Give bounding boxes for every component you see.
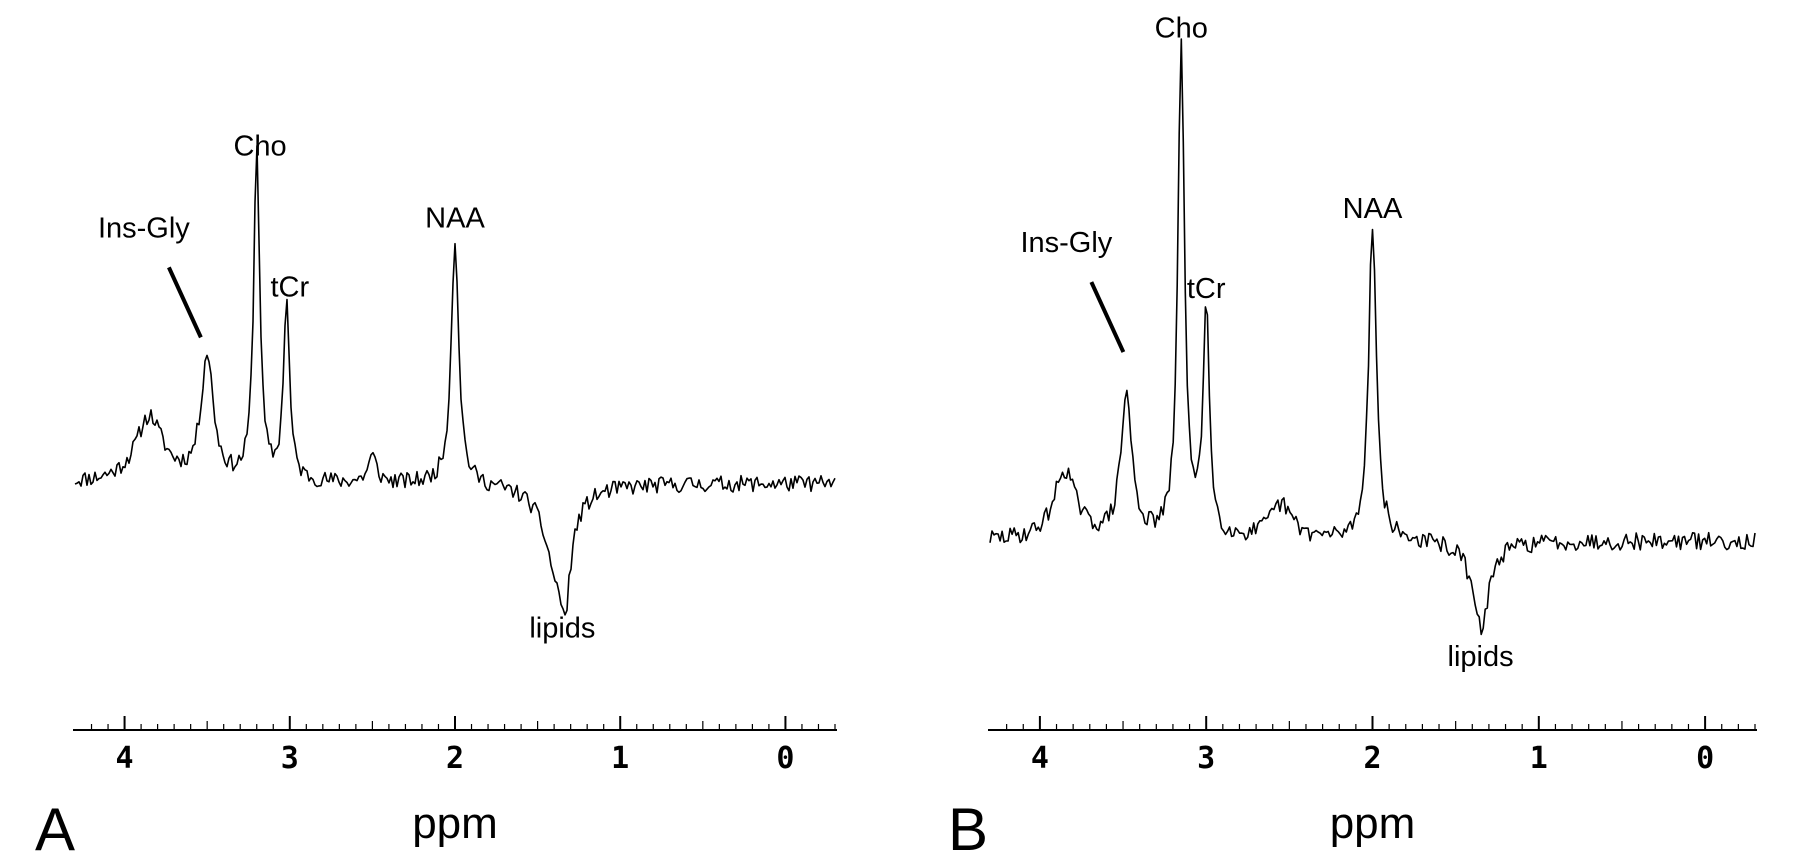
spectrum-line: [74, 145, 836, 616]
tick-label: 3: [281, 741, 299, 776]
annotation-pointer: [1089, 281, 1126, 353]
peak-label: NAA: [1343, 193, 1403, 225]
tick-label: 0: [776, 741, 794, 776]
peak-label: Ins-Gly: [1020, 227, 1112, 259]
peak-label: NAA: [425, 203, 485, 235]
tick-label: 2: [446, 741, 464, 776]
peak-label: lipids: [529, 612, 595, 644]
tick-label: 2: [1363, 741, 1381, 776]
peak-label: tCr: [1187, 273, 1226, 305]
panel-letter: B: [948, 796, 988, 863]
peak-label: Ins-Gly: [98, 212, 190, 244]
x-axis-title: ppm: [1330, 799, 1416, 848]
x-axis-title: ppm: [412, 799, 498, 848]
spectrum-line: [989, 38, 1756, 636]
peak-label: Cho: [1155, 13, 1208, 45]
peak-label: Cho: [233, 131, 286, 163]
peak-label: tCr: [270, 272, 309, 304]
panel-b: 4 3 2 1 0 ppm B Ins-Gly Cho tCr NAA lipids: [948, 13, 1757, 863]
tick-label: 4: [116, 741, 134, 776]
tick-label: 4: [1031, 741, 1049, 776]
panel-a: 4 3 2 1 0 ppm A Ins-Gly Cho tCr NAA lipids: [35, 131, 837, 863]
tick-label: 3: [1197, 741, 1215, 776]
tick-label: 1: [1530, 741, 1548, 776]
tick-label: 0: [1696, 741, 1714, 776]
panel-letter: A: [35, 796, 75, 863]
tick-label: 1: [611, 741, 629, 776]
annotation-pointer: [167, 266, 203, 339]
peak-label: lipids: [1448, 641, 1514, 673]
